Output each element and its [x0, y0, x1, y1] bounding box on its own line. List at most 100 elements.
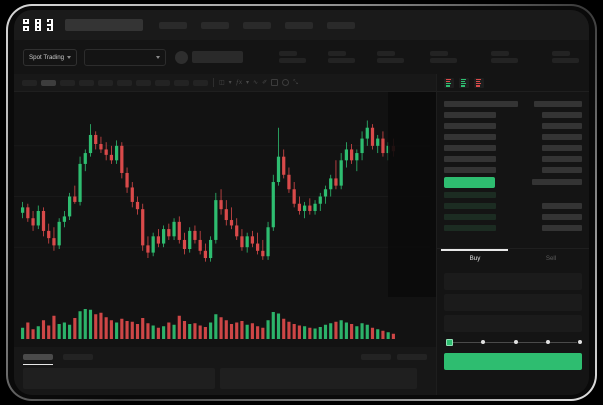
tab-sell[interactable]: Sell	[513, 249, 589, 268]
orderbook-amount-cell	[532, 202, 582, 209]
target-icon[interactable]	[282, 79, 290, 86]
okx-logo[interactable]	[23, 18, 57, 32]
tab-order-history[interactable]	[63, 354, 93, 360]
candlestick-chart[interactable]	[14, 92, 436, 297]
timeframe-button-6[interactable]	[117, 79, 132, 86]
timeframe-button-7[interactable]	[136, 79, 151, 86]
buy-submit-button[interactable]	[444, 353, 582, 370]
search-input[interactable]	[65, 19, 143, 31]
orderbook-row[interactable]	[437, 120, 589, 131]
fullscreen-icon[interactable]: ⤡	[293, 79, 298, 86]
amount-field[interactable]	[444, 315, 582, 332]
orderbook-icon-line	[445, 85, 450, 87]
bottom-card-1[interactable]	[23, 368, 215, 389]
slider-tick-50[interactable]	[513, 340, 518, 344]
spot-trading-dropdown[interactable]: Spot Trading	[23, 48, 78, 66]
orders-tabs	[14, 347, 436, 365]
orderbook-amount-bar	[534, 100, 582, 107]
orderbook-amount-cell	[532, 133, 582, 140]
header-nav-item-5[interactable]	[327, 21, 355, 29]
orderbook-price-cell	[444, 111, 496, 118]
orderbook-view-bids-icon[interactable]	[459, 77, 469, 88]
header-nav-item-4[interactable]	[285, 21, 313, 29]
orderbook-row[interactable]	[437, 153, 589, 164]
stat-value	[430, 58, 457, 63]
orderbook-icon-line	[475, 85, 480, 87]
orderbook-price-bar	[444, 202, 496, 209]
chevron-down-icon[interactable]: ▾	[246, 79, 250, 86]
orderbook-price-bar	[444, 122, 496, 129]
price-field[interactable]	[444, 294, 582, 311]
orderbook-row[interactable]	[437, 222, 589, 233]
orderbook-row[interactable]	[437, 98, 589, 109]
orderbook-amount-cell	[532, 213, 582, 220]
market-stat-3	[377, 51, 405, 63]
orderbook-icon-line	[460, 83, 467, 85]
orderbook-row[interactable]	[437, 131, 589, 142]
orderbook-row[interactable]	[437, 109, 589, 120]
timeframe-button-4[interactable]	[79, 79, 94, 86]
tab-buy[interactable]: Buy	[437, 249, 513, 268]
orders-actions	[361, 354, 427, 360]
orders-panel	[14, 347, 436, 395]
orderbook-price-cell	[444, 213, 496, 220]
order-type-field[interactable]	[444, 273, 582, 290]
orderbook-amount-bar	[542, 213, 582, 220]
pencil-icon[interactable]: ✐	[262, 79, 268, 86]
chevron-down-icon	[67, 55, 72, 59]
orderbook-view-both-icon[interactable]	[444, 77, 454, 88]
orderbook-row[interactable]	[437, 211, 589, 222]
header-nav-item-1[interactable]	[159, 21, 187, 29]
timeframe-selector	[22, 79, 208, 86]
orderbook-price-bar	[444, 144, 496, 151]
slider-handle[interactable]	[446, 338, 453, 346]
chevron-down-icon[interactable]: ▾	[228, 79, 232, 86]
candle-type-icon[interactable]: ◫	[219, 79, 225, 86]
slider-tick-100[interactable]	[578, 340, 582, 344]
orderbook-row[interactable]	[437, 200, 589, 211]
slider-tick-25[interactable]	[481, 340, 486, 344]
volume-histogram[interactable]	[14, 297, 436, 347]
wave-line-icon[interactable]: ∿	[253, 79, 259, 86]
timeframe-button-2[interactable]	[41, 79, 56, 86]
chart-tool-icons: ◫ ▾ ƒx ▾ ∿ ✐ ⤡	[219, 79, 298, 86]
bottom-action-2[interactable]	[397, 354, 427, 360]
bottom-action-1[interactable]	[361, 354, 391, 360]
trading-pair-dropdown[interactable]	[84, 48, 167, 66]
slider-tick-75[interactable]	[545, 340, 550, 344]
orderbook-bids	[437, 189, 589, 233]
tab-open-orders[interactable]	[23, 354, 53, 365]
timeframe-button-1[interactable]	[22, 79, 37, 86]
trade-form	[437, 268, 589, 348]
orders-cards	[14, 360, 436, 389]
orderbook-price-bar	[444, 213, 496, 220]
stat-label	[377, 51, 396, 56]
indicator-icon[interactable]: ƒx	[235, 79, 243, 86]
orderbook-icon-line	[460, 85, 465, 87]
orderbook-icon-line	[445, 78, 452, 80]
timeframe-button-10[interactable]	[193, 79, 208, 86]
orderbook-spread-row[interactable]	[437, 175, 589, 189]
stat-value	[279, 58, 307, 63]
orderbook-amount-cell	[532, 122, 582, 129]
stat-value	[328, 58, 356, 63]
header-nav-item-3[interactable]	[243, 21, 271, 29]
orderbook-row[interactable]	[437, 142, 589, 153]
camera-icon[interactable]	[271, 79, 279, 86]
timeframe-button-3[interactable]	[60, 79, 75, 86]
orderbook-row[interactable]	[437, 164, 589, 175]
orderbook-icon-line	[445, 83, 452, 85]
orderbook-view-asks-icon[interactable]	[474, 77, 484, 88]
orderbook-icon-line	[445, 80, 450, 82]
timeframe-button-9[interactable]	[174, 79, 189, 86]
orderbook-row[interactable]	[437, 189, 589, 200]
bottom-card-2[interactable]	[220, 368, 417, 389]
timeframe-button-8[interactable]	[155, 79, 170, 86]
header-nav-item-2[interactable]	[201, 21, 229, 29]
timeframe-button-5[interactable]	[98, 79, 113, 86]
orderbook-price-cell	[444, 224, 496, 231]
chart-right-overlay	[388, 92, 436, 297]
stat-label	[491, 51, 509, 56]
percentage-slider[interactable]	[446, 336, 582, 348]
orderbook-spread-price	[444, 176, 495, 188]
